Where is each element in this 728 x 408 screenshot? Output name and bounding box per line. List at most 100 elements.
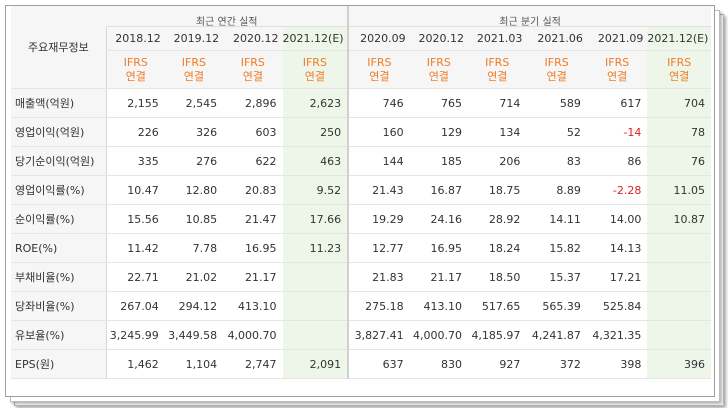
quarter-value-cell: 4,185.97 [468, 320, 527, 350]
ifrs-basis-label: IFRS 연결 [282, 50, 349, 89]
quarter-value-cell: 21.43 [347, 175, 410, 205]
quarter-value-cell: 10.87 [647, 204, 711, 234]
annual-value-cell [282, 262, 349, 292]
annual-value-cell: 335 [105, 146, 165, 176]
quarter-value-cell: 21.17 [409, 262, 469, 292]
quarter-value-cell: 28.92 [468, 204, 527, 234]
quarter-value-cell: 11.05 [647, 175, 711, 205]
annual-value-cell: 2,623 [282, 88, 349, 118]
quarter-value-cell: 372 [526, 349, 587, 379]
annual-value-cell: 17.66 [282, 204, 349, 234]
annual-value-cell: 226 [105, 117, 165, 147]
ifrs-basis-label: IFRS 연결 [223, 50, 283, 89]
financial-summary-sheet: 주요재무정보 최근 연간 실적 최근 분기 실적 2018.12 2019.12 2… [5, 5, 715, 397]
annual-value-cell: 622 [223, 146, 283, 176]
quarter-value-cell: 4,241.87 [526, 320, 587, 350]
ifrs-label: IFRS [544, 55, 569, 69]
annual-value-cell: 4,000.70 [223, 320, 283, 350]
quarter-value-cell: 160 [347, 117, 410, 147]
annual-value-cell: 12.80 [164, 175, 224, 205]
annual-value-cell: 16.95 [223, 233, 283, 263]
annual-value-cell: 3,245.99 [105, 320, 165, 350]
quarter-value-cell: 16.87 [409, 175, 469, 205]
table-row: 당좌비율(%) 267.04 294.12 413.10 275.18 413.10 517… [11, 291, 711, 321]
quarter-value-cell: 637 [347, 349, 410, 379]
annual-value-cell: 1,462 [105, 349, 165, 379]
quarter-value-cell: 129 [409, 117, 469, 147]
quarter-value-cell: 525.84 [586, 291, 648, 321]
consolidated-label: 연결 [125, 69, 146, 83]
metric-label: 순이익률(%) [11, 204, 107, 234]
metric-label: 매출액(억원) [11, 88, 107, 118]
annual-period-header: 2019.12 [164, 26, 224, 51]
consolidated-label: 연결 [606, 69, 628, 83]
quarter-value-cell: 134 [468, 117, 527, 147]
row-header-label: 주요재무정보 [11, 6, 107, 89]
consolidated-label: 연결 [369, 69, 390, 83]
ifrs-basis-label: IFRS 연결 [468, 50, 527, 89]
quarter-value-cell: 4,000.70 [409, 320, 469, 350]
quarter-value-cell: 76 [647, 146, 711, 176]
quarter-value-cell: 517.65 [468, 291, 527, 321]
quarter-value-cell: -14 [586, 117, 648, 147]
quarter-value-cell: 746 [347, 88, 410, 118]
annual-value-cell: 21.47 [223, 204, 283, 234]
metric-label: ROE(%) [11, 233, 107, 263]
ifrs-label: IFRS [426, 55, 451, 69]
ifrs-label: IFRS [667, 55, 692, 69]
table-row: ROE(%) 11.42 7.78 16.95 11.23 12.77 16.95 18.24… [11, 233, 711, 263]
annual-value-cell: 2,091 [282, 349, 349, 379]
annual-value-cell: 20.83 [223, 175, 283, 205]
quarter-value-cell: 14.00 [586, 204, 648, 234]
quarter-value-cell: 24.16 [409, 204, 469, 234]
quarter-period-header: 2021.09 [586, 26, 648, 51]
metric-label: 영업이익(억원) [11, 117, 107, 147]
annual-value-cell: 463 [282, 146, 349, 176]
quarter-value-cell: 14.11 [526, 204, 587, 234]
quarter-value-cell: 3,827.41 [347, 320, 410, 350]
annual-value-cell: 326 [164, 117, 224, 147]
quarter-value-cell: 565.39 [526, 291, 587, 321]
ifrs-label: IFRS [181, 55, 206, 69]
annual-value-cell: 250 [282, 117, 349, 147]
quarter-value-cell: 830 [409, 349, 469, 379]
consolidated-label: 연결 [546, 69, 567, 83]
quarter-value-cell: 714 [468, 88, 527, 118]
ifrs-basis-label: IFRS 연결 [409, 50, 469, 89]
ifrs-basis-label: IFRS 연결 [526, 50, 587, 89]
quarter-value-cell: 18.75 [468, 175, 527, 205]
quarter-group-header: 최근 분기 실적 [347, 6, 711, 27]
quarter-value-cell: 765 [409, 88, 469, 118]
quarter-value-cell: 275.18 [347, 291, 410, 321]
consolidated-label: 연결 [304, 69, 325, 83]
quarter-value-cell: 15.37 [526, 262, 587, 292]
annual-group-header: 최근 연간 실적 [106, 6, 349, 27]
quarter-value-cell: 19.29 [347, 204, 410, 234]
table-row: 매출액(억원) 2,155 2,545 2,896 2,623 746 765 714 589 6… [11, 88, 711, 118]
quarter-value-cell: 413.10 [409, 291, 469, 321]
annual-value-cell: 2,896 [223, 88, 283, 118]
ifrs-label: IFRS [123, 55, 148, 69]
annual-value-cell: 10.47 [105, 175, 165, 205]
annual-value-cell: 603 [223, 117, 283, 147]
quarter-value-cell: 21.83 [347, 262, 410, 292]
metric-label: 영업이익률(%) [11, 175, 107, 205]
table-row: 영업이익률(%) 10.47 12.80 20.83 9.52 21.43 16.87 18.… [11, 175, 711, 205]
annual-value-cell: 267.04 [105, 291, 165, 321]
quarter-value-cell: 927 [468, 349, 527, 379]
annual-value-cell: 413.10 [223, 291, 283, 321]
annual-value-cell: 2,155 [105, 88, 165, 118]
consolidated-label: 연결 [487, 69, 508, 83]
table-row: EPS(원) 1,462 1,104 2,747 2,091 637 830 927 372 39… [11, 349, 711, 379]
quarter-period-header: 2020.12 [409, 26, 469, 51]
annual-value-cell: 10.85 [164, 204, 224, 234]
ifrs-basis-label: IFRS 연결 [586, 50, 648, 89]
table-row: 영업이익(억원) 226 326 603 250 160 129 134 52 -14 78 [11, 117, 711, 147]
ifrs-label: IFRS [367, 55, 392, 69]
quarter-value-cell [647, 320, 711, 350]
ifrs-basis-label: IFRS 연결 [164, 50, 224, 89]
ifrs-basis-label: IFRS 연결 [347, 50, 410, 89]
metric-label: 유보율(%) [11, 320, 107, 350]
quarter-value-cell: 86 [586, 146, 648, 176]
table-row: 유보율(%) 3,245.99 3,449.58 4,000.70 3,827.41 4,… [11, 320, 711, 350]
